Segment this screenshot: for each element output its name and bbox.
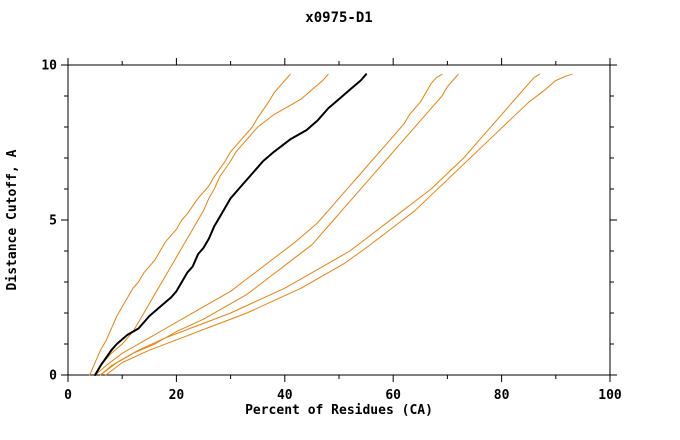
x-tick-label: 40 xyxy=(277,388,293,403)
orange-curve-3 xyxy=(94,73,443,376)
orange-curve-5 xyxy=(100,73,540,376)
chart-title: x0975-D1 xyxy=(305,10,372,26)
y-axis-label: Distance Cutoff, A xyxy=(5,149,20,290)
orange-curve-6 xyxy=(105,73,573,376)
plot-frame xyxy=(67,64,611,376)
plot-ticks: 0 20 40 60 80 100 0 5 10 xyxy=(41,58,622,403)
orange-curve-4 xyxy=(100,73,459,376)
x-tick-label: 20 xyxy=(169,388,185,403)
y-tick-label: 10 xyxy=(41,59,57,74)
y-tick-label: 0 xyxy=(49,369,57,384)
orange-curve-1 xyxy=(89,73,291,376)
black-curve xyxy=(94,73,368,376)
y-tick-label: 5 xyxy=(49,214,57,229)
x-tick-label: 100 xyxy=(598,388,622,403)
plot-border xyxy=(67,64,611,376)
orange-curve-2 xyxy=(94,73,329,376)
x-tick-label: 0 xyxy=(64,388,72,403)
x-tick-label: 60 xyxy=(385,388,401,403)
x-axis-label: Percent of Residues (CA) xyxy=(245,403,433,418)
x-tick-label: 80 xyxy=(494,388,510,403)
plot-series xyxy=(89,73,573,376)
